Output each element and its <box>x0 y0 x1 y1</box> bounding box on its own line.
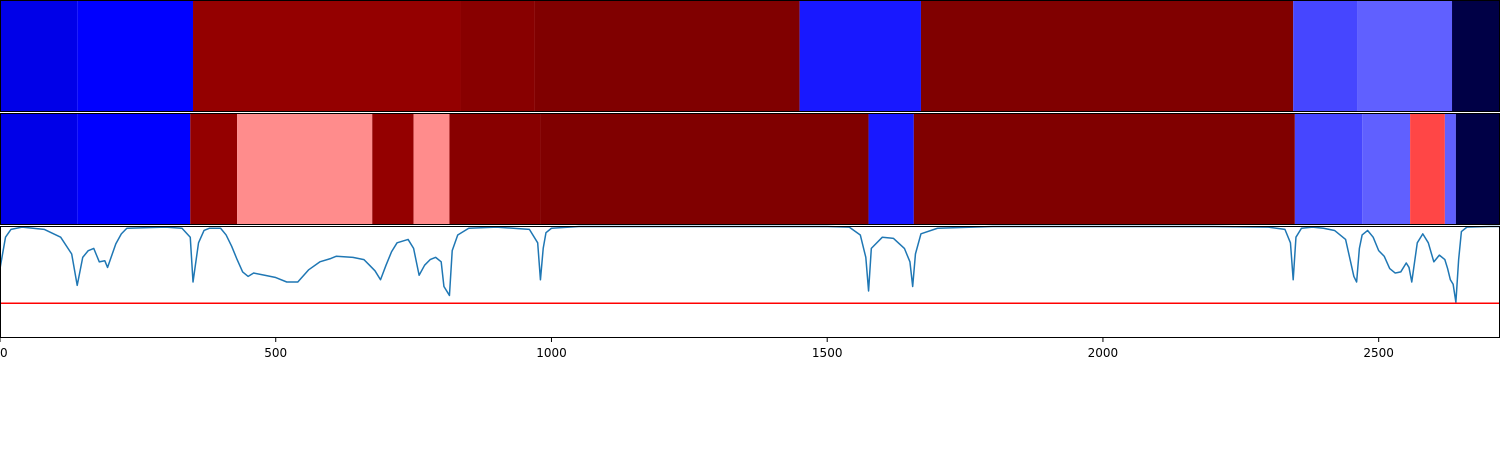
bottom-heatmap-segment <box>1444 113 1456 225</box>
top-heatmap-segment <box>460 0 535 112</box>
bottom-heatmap-segment <box>372 113 414 225</box>
bottom-heatmap-segment <box>237 113 373 225</box>
top-heatmap-segment <box>77 0 194 112</box>
x-tick-label: 1000 <box>536 346 567 360</box>
top-heatmap-segment <box>1452 0 1500 112</box>
top-heatmap-segment <box>534 0 800 112</box>
x-tick-label: 500 <box>264 346 287 360</box>
bottom-heatmap-segment <box>1294 113 1363 225</box>
top-heatmap-segment <box>920 0 1294 112</box>
x-tick-label: 2000 <box>1088 346 1119 360</box>
top-heatmap-segment <box>0 0 78 112</box>
score-line <box>0 225 1500 303</box>
bottom-heatmap-segment <box>413 113 450 225</box>
bottom-heatmap-segment <box>190 113 238 225</box>
bottom-heatmap-segment <box>77 113 191 225</box>
bottom-heatmap-segment <box>1455 113 1500 225</box>
line-plot-background <box>0 226 1500 338</box>
bottom-heatmap-segment <box>913 113 1295 225</box>
x-tick-label: 1500 <box>812 346 843 360</box>
x-tick-label: 2500 <box>1363 346 1394 360</box>
top-heatmap-segment <box>193 0 461 112</box>
bottom-heatmap-segment <box>1362 113 1411 225</box>
bottom-heatmap-segment <box>868 113 914 225</box>
bottom-heatmap-segment <box>1410 113 1445 225</box>
top-heatmap-segment <box>1293 0 1358 112</box>
bottom-heatmap-segment <box>0 113 78 225</box>
heatmap-bottom <box>0 113 1500 225</box>
top-heatmap-segment <box>1357 0 1453 112</box>
line-plot <box>0 225 1500 338</box>
bottom-heatmap-segment <box>449 113 541 225</box>
x-tick-label: 0 <box>0 346 8 360</box>
x-axis: 0 500 1000 1500 2000 2500 <box>0 338 1394 360</box>
top-heatmap-segment <box>799 0 921 112</box>
bottom-heatmap-segment <box>540 113 869 225</box>
heatmap-top <box>0 0 1500 112</box>
